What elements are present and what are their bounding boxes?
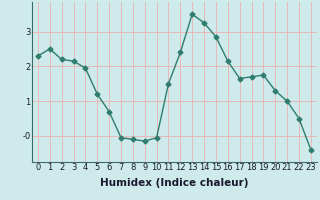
X-axis label: Humidex (Indice chaleur): Humidex (Indice chaleur) [100, 178, 249, 188]
